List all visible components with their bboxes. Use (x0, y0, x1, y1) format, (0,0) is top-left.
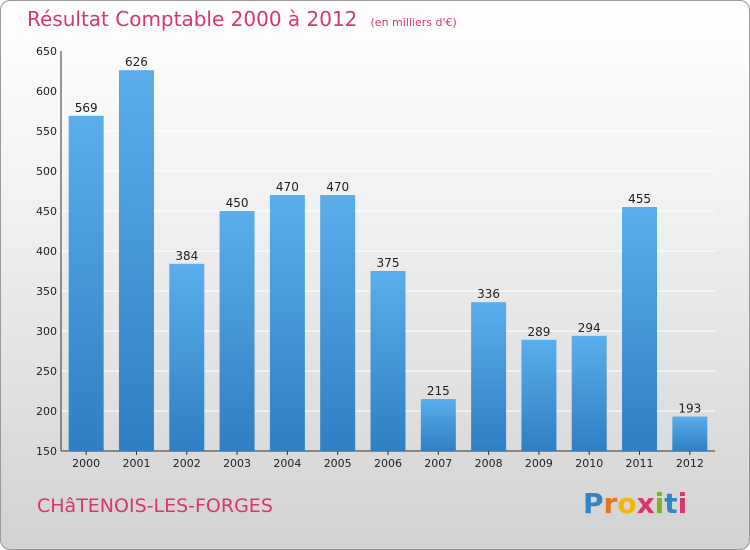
logo-letter: i (677, 487, 688, 520)
x-tick-label-2011: 2011 (626, 457, 654, 470)
x-tick-label-2002: 2002 (173, 457, 201, 470)
x-tick-label-2009: 2009 (525, 457, 553, 470)
data-label-2010: 294 (578, 321, 601, 335)
y-tick-label: 650 (36, 45, 57, 58)
y-tick-label: 350 (36, 285, 57, 298)
y-tick-label: 450 (36, 205, 57, 218)
axes: 150 200 250 300 350 400 450 500 550 600 650 2000 200… (36, 45, 715, 470)
logo-letter: r (603, 487, 618, 520)
y-tick-label: 400 (36, 245, 57, 258)
x-tick-label-2000: 2000 (72, 457, 100, 470)
bar-2012 (672, 416, 708, 451)
data-label-2002: 384 (175, 249, 198, 263)
bar-2010 (571, 335, 607, 451)
data-label-2003: 450 (226, 196, 249, 210)
x-tick-label-2006: 2006 (374, 457, 402, 470)
y-tick-label: 150 (36, 445, 57, 458)
bar-2001 (118, 70, 154, 451)
x-tick-label-2005: 2005 (324, 457, 352, 470)
bar-2003 (219, 211, 255, 451)
data-label-2007: 215 (427, 384, 450, 398)
x-tick-label-2012: 2012 (676, 457, 704, 470)
data-label-2000: 569 (75, 101, 98, 115)
logo-letter: t (664, 487, 678, 520)
y-tick-label: 500 (36, 165, 57, 178)
x-tick-label-2010: 2010 (575, 457, 603, 470)
data-label-2008: 336 (477, 287, 500, 301)
data-label-2005: 470 (326, 180, 349, 194)
logo-letter: i (654, 487, 665, 520)
bar-2011 (622, 207, 658, 451)
bar-2009 (521, 339, 557, 451)
y-tick-label: 200 (36, 405, 57, 418)
y-tick-label: 300 (36, 325, 57, 338)
logo-letter: x (636, 487, 655, 520)
x-tick-label-2003: 2003 (223, 457, 251, 470)
data-label-2001: 626 (125, 55, 148, 69)
data-label-2004: 470 (276, 180, 299, 194)
data-labels: 569 626 384 450 470 470 375 215 336 289 294 455 193 (75, 55, 702, 415)
chart-subtitle: (en milliers d'€) (370, 16, 457, 29)
x-tick-label-2008: 2008 (475, 457, 503, 470)
data-label-2011: 455 (628, 192, 651, 206)
bar-2000 (68, 115, 104, 452)
data-label-2009: 289 (527, 325, 550, 339)
x-tick-label-2001: 2001 (122, 457, 150, 470)
bar-2007 (420, 399, 456, 451)
logo-letter: o (617, 487, 637, 520)
chart-title-row: Résultat Comptable 2000 à 2012 (en milli… (27, 7, 457, 31)
chart-title: Résultat Comptable 2000 à 2012 (27, 7, 358, 31)
bar-2002 (169, 263, 205, 451)
x-tick-label-2004: 2004 (273, 457, 301, 470)
logo-letter: P (583, 487, 604, 520)
bar-2008 (471, 302, 507, 451)
y-tick-label: 600 (36, 85, 57, 98)
bar-2006 (370, 271, 406, 451)
x-tick-label-2007: 2007 (424, 457, 452, 470)
proxiti-logo: Proxiti (583, 487, 687, 520)
data-label-2006: 375 (377, 256, 400, 270)
data-label-2012: 193 (678, 402, 701, 416)
bar-2004 (269, 195, 305, 451)
commune-name: CHâTENOIS-LES-FORGES (37, 495, 273, 517)
bar-2005 (320, 195, 356, 451)
y-tick-label: 250 (36, 365, 57, 378)
bars (68, 70, 708, 452)
y-tick-label: 550 (36, 125, 57, 138)
